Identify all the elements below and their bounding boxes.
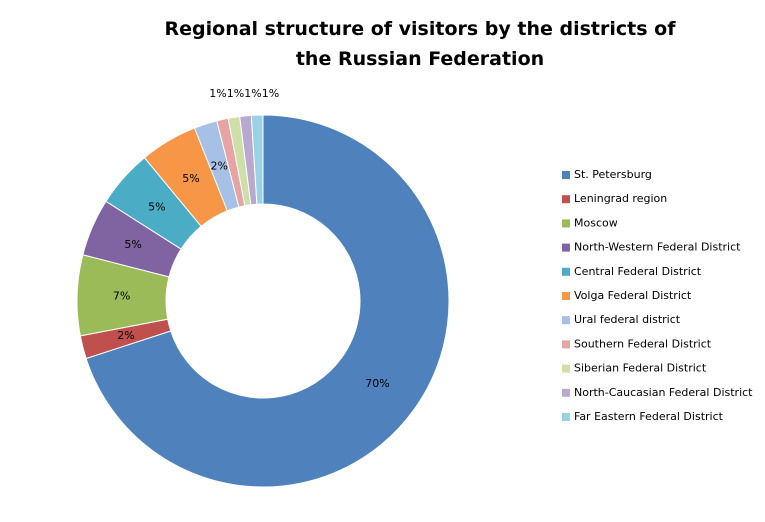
value-label: 70% — [365, 377, 389, 390]
value-label: 1% — [244, 87, 261, 100]
legend-label: Ural federal district — [574, 313, 681, 326]
legend-swatch — [562, 340, 570, 349]
legend-swatch — [562, 267, 570, 276]
legend-label: Siberian Federal District — [574, 362, 707, 375]
legend-label: St. Petersburg — [574, 168, 652, 181]
legend-label: Far Eastern Federal District — [574, 410, 724, 423]
value-label: 1% — [227, 87, 244, 100]
value-label: 2% — [117, 329, 134, 342]
legend-swatch — [562, 364, 570, 373]
legend-swatch — [562, 243, 570, 252]
value-label: 5% — [148, 200, 165, 213]
legend-swatch — [562, 413, 570, 421]
legend-label: Volga Federal District — [574, 289, 692, 302]
legend-label: Leningrad region — [574, 192, 667, 205]
legend-swatch — [562, 195, 570, 204]
legend-swatch — [562, 292, 570, 300]
value-label: 1% — [209, 87, 226, 100]
value-label: 7% — [113, 290, 130, 303]
value-label: 1% — [262, 87, 279, 100]
legend-swatch — [562, 316, 570, 325]
donut-slice — [85, 114, 450, 488]
donut-slice — [250, 114, 264, 205]
value-label: 2% — [211, 159, 228, 172]
legend-label: Southern Federal District — [574, 337, 712, 350]
legend-label: Central Federal District — [574, 265, 702, 278]
legend-label: Moscow — [574, 216, 618, 229]
legend-label: North-Western Federal District — [574, 241, 741, 254]
legend-swatch — [562, 171, 570, 179]
value-label: 5% — [124, 238, 141, 251]
legend-swatch — [562, 388, 570, 397]
value-label: 5% — [182, 172, 199, 185]
legend-label: North-Caucasian Federal District — [574, 386, 753, 399]
legend-swatch — [562, 219, 570, 228]
chart-title: Regional structure of visitors by the di… — [164, 18, 676, 70]
